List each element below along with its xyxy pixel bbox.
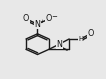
Text: O: O [46, 14, 52, 23]
Text: +: + [40, 19, 45, 24]
Text: O: O [23, 14, 29, 23]
Text: N: N [35, 20, 40, 29]
Text: H: H [78, 36, 83, 42]
Text: N: N [56, 40, 62, 49]
Text: O: O [87, 29, 94, 38]
Text: −: − [51, 14, 57, 20]
